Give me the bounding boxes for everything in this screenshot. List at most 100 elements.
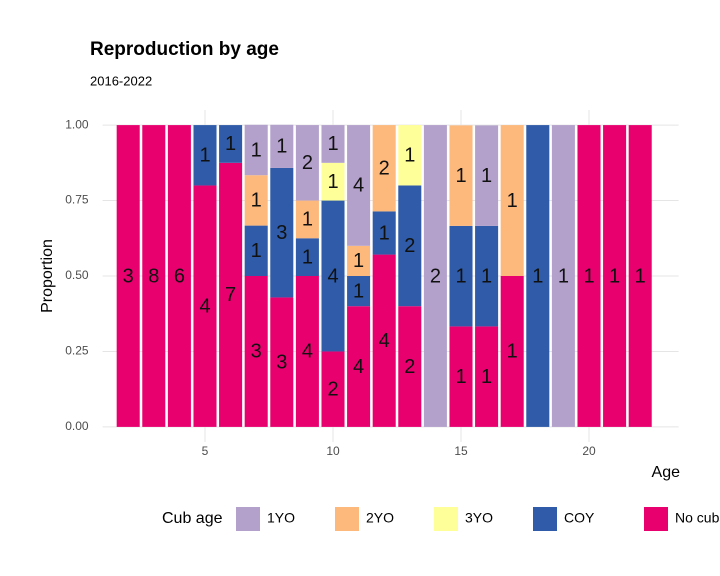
data-label: 3 <box>123 265 134 287</box>
data-label: 2 <box>327 378 338 400</box>
legend-title: Cub age <box>162 510 223 527</box>
legend-label: 2YO <box>366 510 394 526</box>
bar-segment <box>270 167 294 298</box>
x-tick-label: 15 <box>454 444 468 458</box>
bar-segment <box>142 125 166 427</box>
x-tick-label: 10 <box>326 444 340 458</box>
legend-swatch <box>434 507 458 531</box>
data-label: 6 <box>174 265 185 287</box>
bar-segment <box>219 125 243 163</box>
bar-segment <box>193 185 217 427</box>
bar-segment <box>577 125 601 427</box>
bar-segment <box>219 162 243 427</box>
bar-segment <box>449 125 473 226</box>
legend-swatch <box>335 507 359 531</box>
bar-segment <box>321 351 345 427</box>
data-label: 1 <box>532 265 543 287</box>
data-label: 1 <box>481 165 492 187</box>
data-label: 1 <box>481 366 492 388</box>
chart-subtitle: 2016-2022 <box>90 73 152 88</box>
data-label: 1 <box>302 209 313 231</box>
data-label: 1 <box>327 133 338 155</box>
bar-segment <box>193 125 217 186</box>
bar-segment <box>295 238 319 276</box>
bar-segment <box>167 125 191 427</box>
bar-segment <box>347 125 371 246</box>
bar-segment <box>244 276 268 427</box>
bar-segment <box>475 125 499 226</box>
bar-segment <box>295 276 319 427</box>
y-tick-label: 0.25 <box>65 344 89 358</box>
data-label: 1 <box>609 265 620 287</box>
data-label: 4 <box>353 175 364 197</box>
data-label: 1 <box>507 190 518 212</box>
bar-segment <box>347 306 371 427</box>
data-label: 1 <box>251 139 262 161</box>
data-label: 4 <box>327 265 338 287</box>
data-label: 7 <box>225 284 236 306</box>
data-label: 3 <box>251 341 262 363</box>
data-label: 1 <box>353 280 364 302</box>
bar-segment <box>295 125 319 201</box>
data-label: 2 <box>379 158 390 180</box>
bar-segment <box>475 326 499 427</box>
x-tick-label: 5 <box>202 444 209 458</box>
data-label: 1 <box>455 165 466 187</box>
x-axis-label: Age <box>652 464 681 481</box>
bar-segment <box>449 225 473 327</box>
data-label: 2 <box>302 152 313 174</box>
x-tick-label: 20 <box>582 444 596 458</box>
bar-segment <box>372 254 396 427</box>
bar-segment <box>628 125 652 427</box>
bar-segment <box>270 297 294 427</box>
y-tick-label: 0.00 <box>65 419 89 433</box>
data-label: 4 <box>353 356 364 378</box>
legend-label: COY <box>564 510 595 526</box>
data-label: 1 <box>199 145 210 167</box>
data-label: 8 <box>148 265 159 287</box>
bar-segment <box>321 162 345 201</box>
bar-segment <box>321 125 345 163</box>
data-label: 1 <box>583 265 594 287</box>
bar-segment <box>398 306 422 427</box>
y-axis-label: Proportion <box>39 239 56 313</box>
y-tick-label: 0.75 <box>65 193 89 207</box>
data-label: 1 <box>225 133 236 155</box>
data-label: 1 <box>327 171 338 193</box>
bar-segment <box>244 175 268 226</box>
bar-segment <box>603 125 627 427</box>
data-label: 1 <box>507 341 518 363</box>
y-tick-label: 1.00 <box>65 117 89 131</box>
data-label: 1 <box>353 250 364 272</box>
data-label: 3 <box>276 222 287 244</box>
bar-segment <box>500 125 524 276</box>
legend-label: 1YO <box>267 510 295 526</box>
bar-segment <box>526 125 550 427</box>
legend-swatch <box>236 507 260 531</box>
data-label: 1 <box>379 222 390 244</box>
bar-segment <box>372 211 396 255</box>
data-label: 3 <box>276 351 287 373</box>
bar-segment <box>398 185 422 307</box>
bar-segment <box>347 245 371 276</box>
bar-segment <box>347 276 371 307</box>
bar-segment <box>372 125 396 212</box>
data-label: 4 <box>302 341 313 363</box>
bar-segment <box>551 125 575 427</box>
data-label: 1 <box>455 265 466 287</box>
bar-segment <box>244 225 268 276</box>
data-label: 1 <box>635 265 646 287</box>
bar-segment <box>270 124 294 168</box>
data-label: 1 <box>455 366 466 388</box>
data-label: 1 <box>558 265 569 287</box>
legend-label: 3YO <box>465 510 493 526</box>
data-label: 1 <box>481 265 492 287</box>
y-tick-label: 0.50 <box>65 268 89 282</box>
data-label: 4 <box>199 295 210 317</box>
legend-swatch <box>644 507 668 531</box>
chart-title: Reproduction by age <box>90 39 279 60</box>
bar-segment <box>449 326 473 427</box>
bar-segment <box>500 276 524 427</box>
data-label: 2 <box>430 265 441 287</box>
data-label: 1 <box>276 136 287 158</box>
